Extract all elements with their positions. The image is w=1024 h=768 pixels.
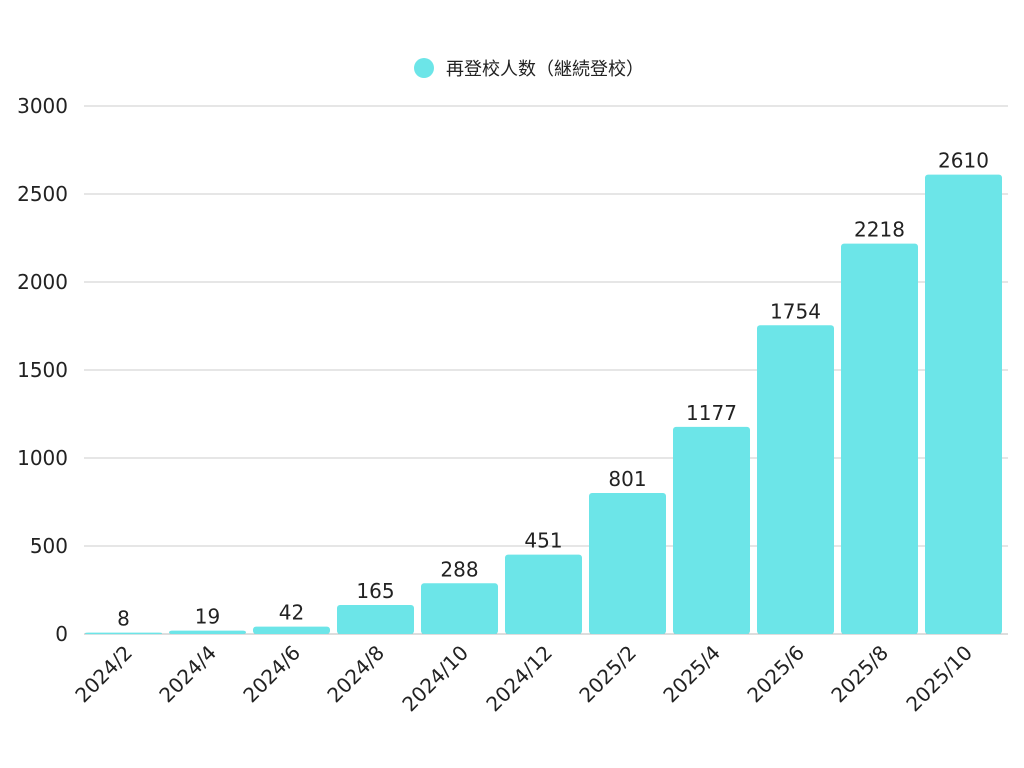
bar bbox=[421, 583, 498, 634]
x-tick-label: 2025/2 bbox=[574, 641, 641, 708]
data-label: 801 bbox=[608, 467, 646, 491]
x-tick-label: 2025/10 bbox=[901, 641, 977, 717]
x-tick-label: 2025/6 bbox=[742, 641, 809, 708]
x-tick-label: 2025/4 bbox=[658, 641, 725, 708]
legend-swatch-icon bbox=[414, 58, 434, 78]
y-tick-label: 0 bbox=[55, 622, 68, 646]
bar bbox=[673, 426, 750, 634]
x-tick-label: 2024/8 bbox=[322, 641, 389, 708]
bar bbox=[589, 493, 666, 634]
x-tick-label: 2024/10 bbox=[397, 641, 473, 717]
data-label: 2218 bbox=[854, 218, 905, 242]
data-label: 288 bbox=[440, 557, 478, 581]
data-label: 1754 bbox=[770, 299, 821, 323]
bar bbox=[505, 554, 582, 634]
bars bbox=[85, 174, 1002, 635]
data-labels: 8 19 42 165 288 451 801 1177 1754 2218 2610 bbox=[117, 149, 989, 631]
y-tick-label: 3000 bbox=[17, 94, 68, 118]
bar bbox=[841, 243, 918, 634]
data-label: 451 bbox=[524, 529, 562, 553]
data-label: 42 bbox=[279, 601, 304, 625]
legend-label: 再登校人数（継続登校） bbox=[446, 59, 644, 80]
y-tick-label: 2000 bbox=[17, 270, 68, 294]
data-label: 8 bbox=[117, 607, 130, 631]
bar bbox=[337, 604, 414, 634]
x-tick-label: 2024/4 bbox=[154, 641, 221, 708]
data-label: 2610 bbox=[938, 149, 989, 173]
gridlines bbox=[84, 105, 1008, 635]
x-tick-label: 2025/8 bbox=[826, 641, 893, 708]
legend: 再登校人数（継続登校） bbox=[414, 58, 644, 80]
y-axis-ticks: 0 500 1000 1500 2000 2500 3000 bbox=[17, 94, 68, 646]
data-label: 1177 bbox=[686, 401, 737, 425]
bar bbox=[757, 325, 834, 634]
y-tick-label: 2500 bbox=[17, 182, 68, 206]
y-tick-label: 1000 bbox=[17, 446, 68, 470]
y-tick-label: 500 bbox=[30, 534, 68, 558]
x-tick-label: 2024/2 bbox=[70, 641, 137, 708]
x-tick-label: 2024/12 bbox=[481, 641, 557, 717]
x-tick-label: 2024/6 bbox=[238, 641, 305, 708]
data-label: 165 bbox=[356, 579, 394, 603]
x-axis-ticks: 2024/2 2024/4 2024/6 2024/8 2024/10 2024/12 20… bbox=[70, 641, 977, 717]
bar bbox=[85, 632, 162, 635]
bar bbox=[169, 630, 246, 634]
y-tick-label: 1500 bbox=[17, 358, 68, 382]
data-label: 19 bbox=[195, 605, 220, 629]
bar bbox=[925, 174, 1002, 634]
bar bbox=[253, 626, 330, 634]
